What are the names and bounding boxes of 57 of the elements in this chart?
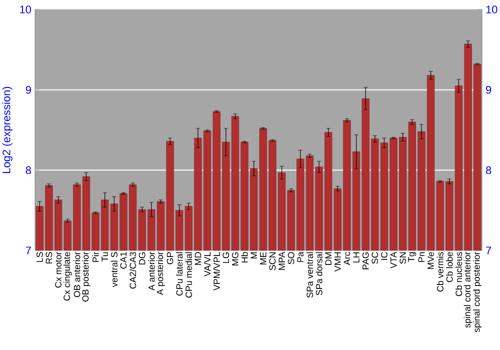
x-tick-label: VPM/VPL — [213, 252, 220, 291]
x-tick-label: Arc — [344, 252, 350, 266]
x-tick-label: SO — [288, 252, 294, 264]
x-tick-label: Pn — [418, 252, 425, 262]
x-tick-label: spinal cord posterior — [473, 252, 482, 332]
x-tick-label: RS — [46, 252, 52, 264]
y-tick-label: 10 — [20, 6, 32, 14]
x-tick-label: MG — [232, 252, 238, 266]
y2-tick-label: 10 — [486, 6, 498, 14]
x-tick-label: Tu — [102, 252, 108, 262]
x-tick-label: spinal cord anterior — [464, 252, 472, 328]
x-tick-label: CA1 — [120, 252, 127, 269]
x-tick-label: CPu lateral — [176, 252, 183, 296]
y2-tick-label: 9 — [486, 86, 492, 94]
x-tick-label: DG — [138, 252, 146, 264]
x-tick-label: OB anterior — [74, 252, 80, 298]
x-tick-label: OB posterior — [82, 252, 90, 302]
x-tick-label: Pir — [92, 252, 99, 262]
y-tick-label: 8 — [26, 166, 31, 174]
x-tick-label: VA/VL — [204, 252, 211, 276]
x-tick-label: SPa ventral — [306, 252, 314, 298]
y-tick-label: 9 — [26, 86, 31, 94]
x-tick-label: DM — [325, 252, 332, 265]
x-tick-label: Pa — [297, 252, 304, 262]
x-tick-label: SCN — [269, 252, 276, 270]
x-tick-label: Cx cingulate — [63, 252, 72, 301]
x-tick-label: Cb nucleus — [455, 252, 462, 296]
x-tick-label: A anterior — [148, 252, 155, 291]
x-tick-label: M — [250, 252, 257, 258]
x-tick-label: MVe — [428, 252, 434, 269]
x-tick-label: LH — [353, 252, 360, 262]
x-tick-label: SC — [372, 252, 378, 264]
y2-tick-label: 7 — [486, 246, 492, 254]
x-tick-label: CA2/CA3 — [129, 252, 136, 289]
x-tick-label: MD — [194, 252, 202, 265]
x-tick-label: PAG — [362, 252, 369, 270]
x-tick-label: CPu medial — [185, 252, 192, 298]
x-tick-label: ME — [260, 252, 266, 264]
x-tick-label: SPa dorsal — [316, 252, 322, 296]
x-tick-label: LS — [36, 252, 43, 262]
x-tick-label: Tg — [408, 252, 416, 262]
x-tick-label: SN — [400, 252, 406, 264]
x-tick-label: VMH — [334, 252, 341, 272]
x-tick-label: VTA — [390, 252, 397, 268]
x-tick-label: ventral S — [110, 252, 118, 288]
x-tick-label: GP — [166, 252, 174, 264]
y2-tick-label: 8 — [486, 166, 492, 174]
x-tick-label: A posterior — [156, 252, 165, 296]
x-tick-label: LG — [222, 252, 230, 263]
x-tick-label: MPA — [278, 252, 285, 270]
x-tick-label: Cx motor — [55, 252, 62, 288]
x-tick-label: IC — [381, 252, 388, 260]
y-tick-label: 7 — [26, 246, 31, 254]
y-axis-title: Log2 (expression) — [2, 86, 12, 173]
x-tick-label: Hb — [241, 252, 248, 262]
x-tick-label: Cb lobe — [446, 252, 453, 282]
x-tick-label: Cb vermis — [436, 252, 444, 292]
